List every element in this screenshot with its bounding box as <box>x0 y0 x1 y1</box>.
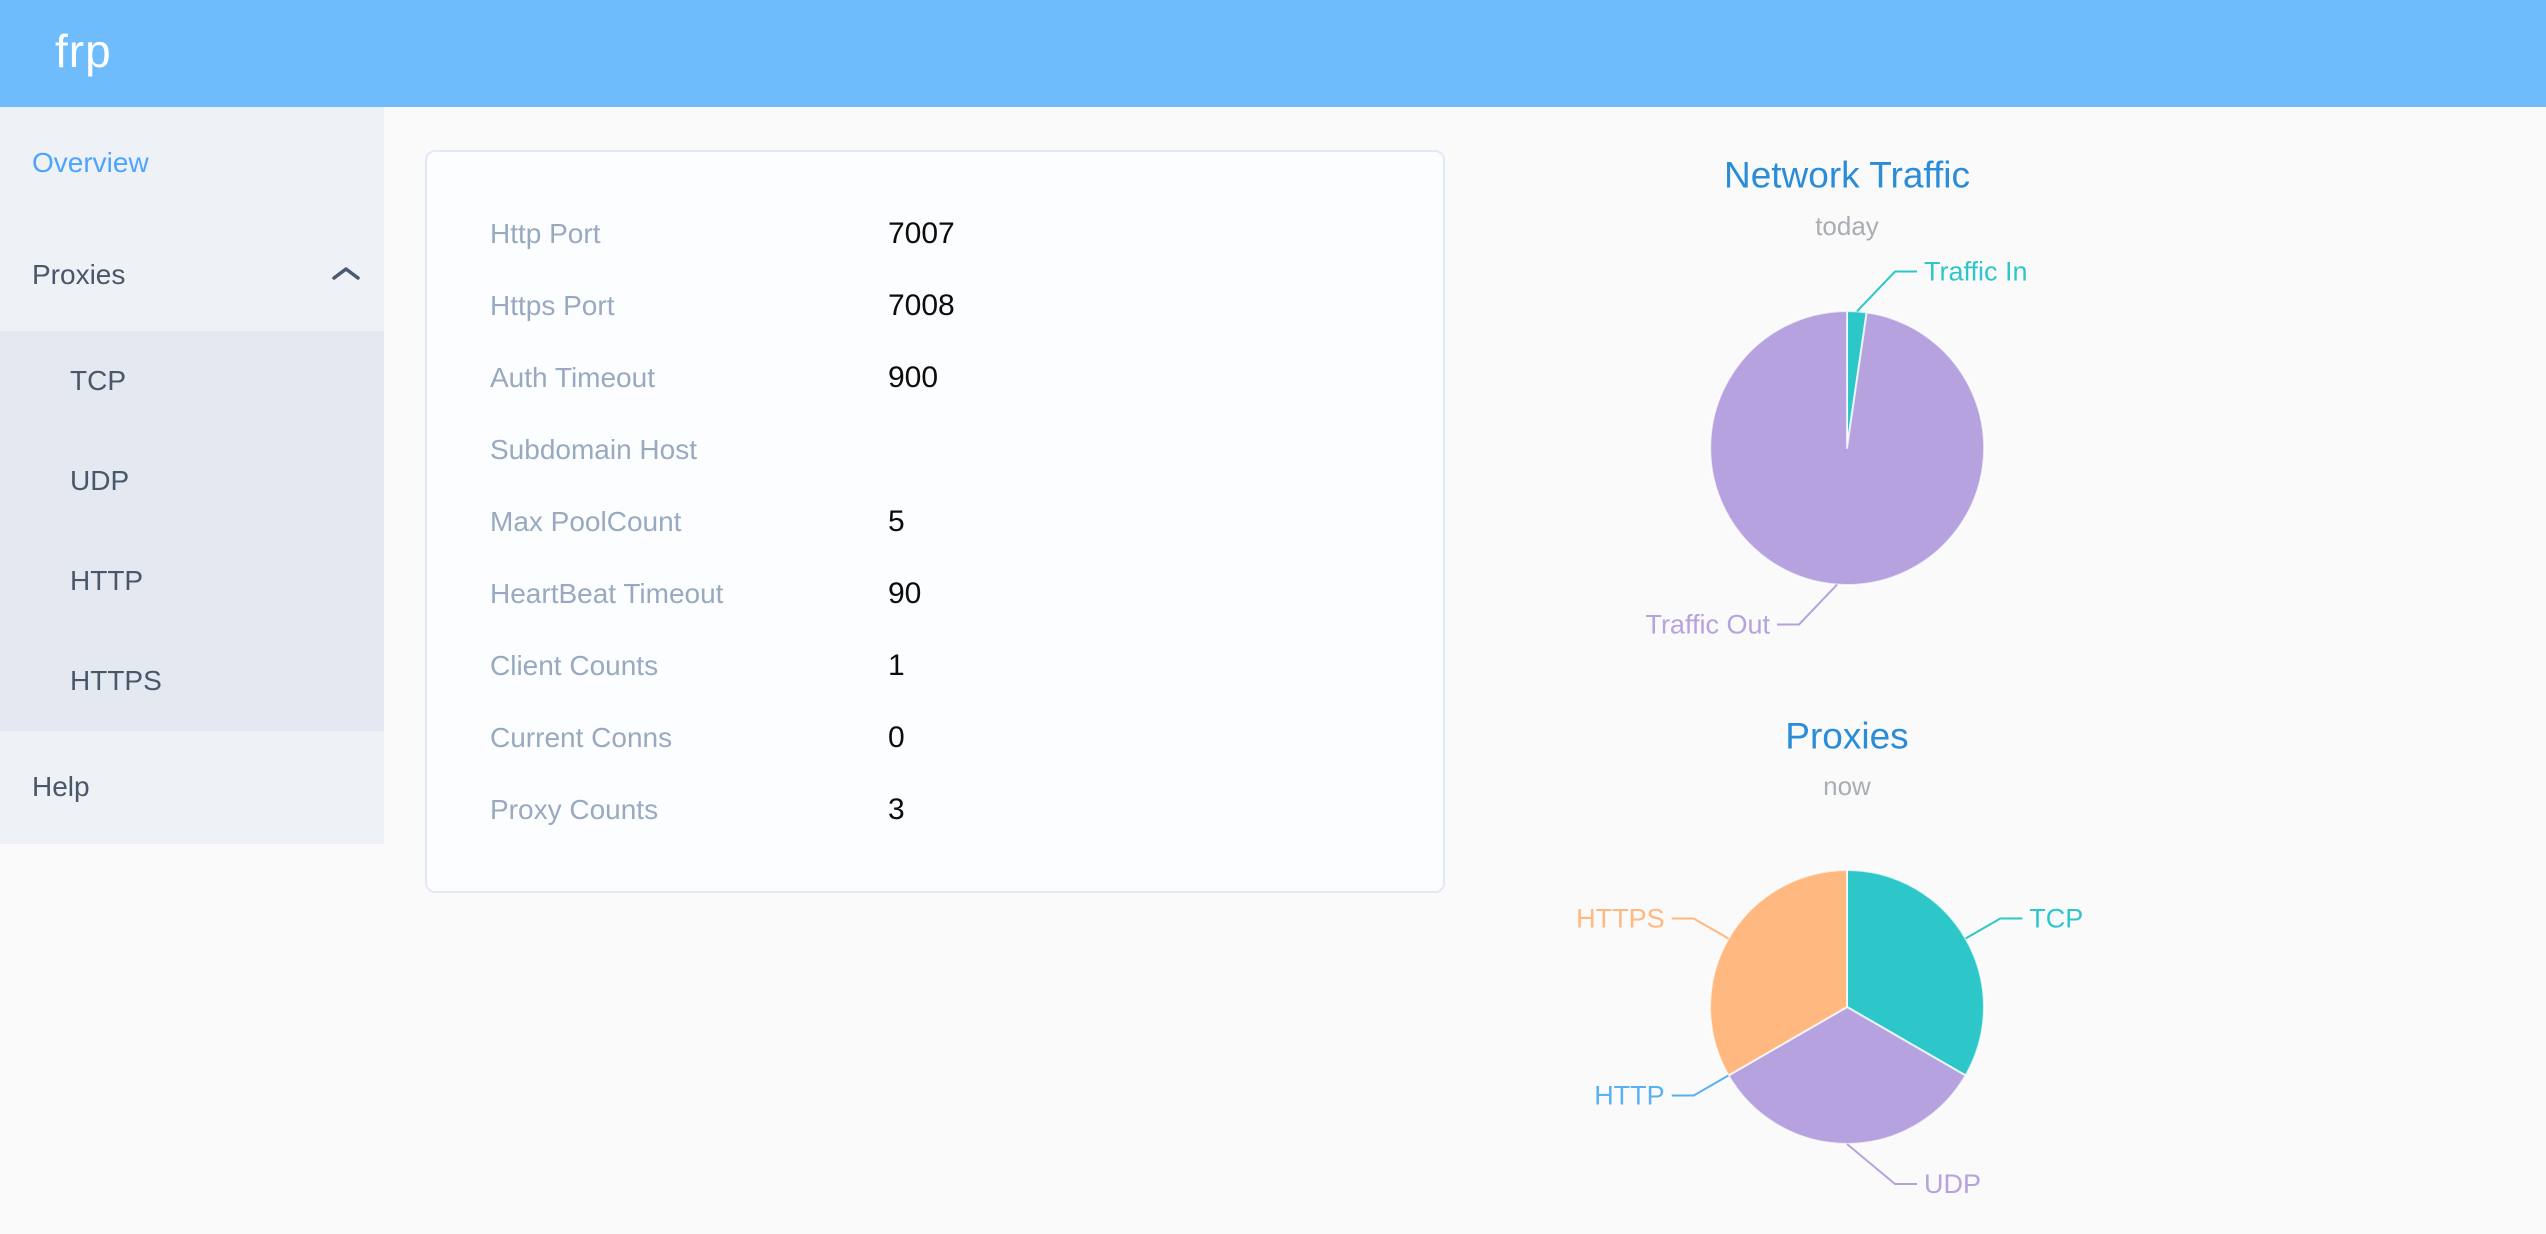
proxies-pie <box>1709 869 1985 1145</box>
info-value: 0 <box>888 721 905 754</box>
info-label: Subdomain Host <box>490 434 698 465</box>
sidebar-item-overview[interactable]: Overview <box>32 147 149 178</box>
info-row-current-conns: Current Conns 0 <box>427 702 1443 774</box>
info-value: 7008 <box>888 289 955 322</box>
pie-label-https: HTTPS <box>1576 904 1665 934</box>
pie-label-line-traffic-out <box>1777 583 1838 626</box>
network-traffic-chart: Network Traffic today Traffic InTraffic … <box>1645 155 2027 640</box>
sidebar-item-https[interactable]: HTTPS <box>70 665 162 696</box>
sidebar-item-proxies[interactable]: Proxies <box>0 219 384 331</box>
info-row-proxy-counts: Proxy Counts 3 <box>427 774 1443 846</box>
app-logo: frp <box>55 25 112 77</box>
pie-label-line-udp <box>1846 1143 1917 1185</box>
network-traffic-pie <box>1709 309 1986 586</box>
network-traffic-chart-subtitle: today <box>1815 211 1879 241</box>
pie-label-line-traffic-in <box>1856 270 1917 313</box>
sidebar-item-proxies-label: Proxies <box>32 259 126 290</box>
pie-slice-udp[interactable] <box>1727 1006 1967 1145</box>
info-row-subdomain-host: Subdomain Host <box>427 414 1443 486</box>
info-label: HeartBeat Timeout <box>490 578 724 609</box>
proxies-chart-subtitle: now <box>1823 771 1871 801</box>
info-label: Proxy Counts <box>490 794 659 825</box>
pie-label-traffic-out: Traffic Out <box>1645 610 1770 640</box>
proxies-submenu: TCP UDP HTTP HTTPS <box>0 331 384 731</box>
chevron-up-icon <box>332 267 360 280</box>
server-info-card: Http Port 7007 Https Port 7008 Auth Time… <box>425 150 1445 893</box>
sidebar-item-tcp[interactable]: TCP <box>70 365 126 396</box>
pie-label-line-https <box>1671 917 1729 940</box>
info-label: Https Port <box>490 290 615 321</box>
info-label: Client Counts <box>490 650 659 681</box>
info-row-auth-timeout: Auth Timeout 900 <box>427 342 1443 414</box>
info-row-https-port: Https Port 7008 <box>427 270 1443 342</box>
info-row-http-port: Http Port 7007 <box>427 198 1443 270</box>
proxies-pie-labels: TCP UDP HTTP HTTPS <box>1576 904 2083 1200</box>
pie-label-line-tcp <box>1965 917 2023 940</box>
app-header: frp <box>0 0 2546 107</box>
info-label: Max PoolCount <box>490 506 682 537</box>
info-row-max-poolcount: Max PoolCount 5 <box>427 486 1443 558</box>
sidebar-item-udp[interactable]: UDP <box>70 465 130 496</box>
proxies-chart-title: Proxies <box>1785 716 1908 757</box>
pie-label-udp: UDP <box>1924 1169 1981 1199</box>
pie-slice-tcp[interactable] <box>1846 869 1985 1077</box>
info-label: Auth Timeout <box>490 362 655 393</box>
pie-label-tcp: TCP <box>2029 904 2083 934</box>
pie-slice-https[interactable] <box>1709 869 1848 1077</box>
info-value: 3 <box>888 793 905 826</box>
info-value: 7007 <box>888 217 955 250</box>
pie-label-traffic-in: Traffic In <box>1924 257 2028 287</box>
pie-label-line-http <box>1671 1074 1729 1097</box>
info-value: 900 <box>888 361 939 394</box>
sidebar-item-http[interactable]: HTTP <box>70 565 144 596</box>
network-traffic-pie-labels: Traffic In Traffic Out <box>1645 257 2027 640</box>
sidebar-item-help[interactable]: Help <box>32 771 90 802</box>
info-label: Http Port <box>490 218 601 249</box>
info-label: Current Conns <box>490 722 673 753</box>
server-info-rows: Http Port 7007 Https Port 7008 Auth Time… <box>427 152 1443 846</box>
info-value: 1 <box>888 649 905 682</box>
pie-label-http: HTTP <box>1594 1081 1665 1111</box>
info-row-heartbeat-timeout: HeartBeat Timeout 90 <box>427 558 1443 630</box>
info-row-client-counts: Client Counts 1 <box>427 630 1443 702</box>
sidebar: Overview Proxies TCP UDP HTTP HTTPS Help <box>0 107 384 844</box>
pie-slice-traffic-out[interactable] <box>1709 310 1986 586</box>
info-value: 90 <box>888 577 922 610</box>
info-value: 5 <box>888 505 905 538</box>
proxies-chart: Proxies now TCP UDP HTTP HTTPS <box>1576 716 2083 1200</box>
network-traffic-chart-title: Network Traffic <box>1724 155 1970 196</box>
